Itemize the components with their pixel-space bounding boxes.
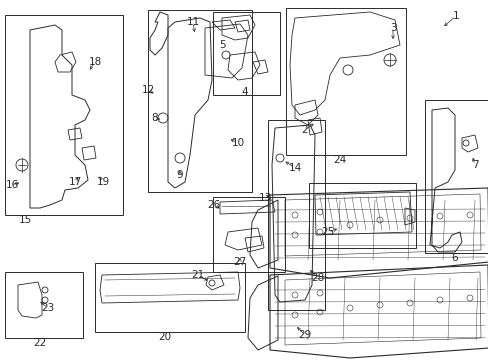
Text: 29: 29 — [298, 330, 311, 340]
Text: 15: 15 — [19, 215, 32, 225]
Text: 21: 21 — [191, 270, 204, 280]
Bar — [95, 263, 244, 332]
Text: 3: 3 — [389, 23, 395, 33]
Text: 4: 4 — [241, 87, 248, 97]
Text: 7: 7 — [471, 160, 477, 170]
Bar — [308, 183, 415, 248]
Text: 9: 9 — [176, 170, 183, 180]
Bar — [267, 120, 325, 310]
Bar — [5, 15, 123, 215]
Text: 24: 24 — [333, 155, 346, 165]
Text: 13: 13 — [258, 193, 271, 203]
Bar — [5, 272, 83, 338]
Text: 22: 22 — [33, 338, 46, 348]
Text: 1: 1 — [452, 11, 458, 21]
Text: 17: 17 — [68, 177, 81, 187]
Text: 28: 28 — [311, 273, 324, 283]
Text: 2: 2 — [301, 125, 307, 135]
Text: 16: 16 — [5, 180, 19, 190]
Text: 26: 26 — [207, 200, 220, 210]
Text: 20: 20 — [158, 332, 171, 342]
Text: 6: 6 — [451, 253, 457, 263]
Text: 12: 12 — [141, 85, 154, 95]
Bar — [285, 8, 405, 155]
Bar — [148, 10, 251, 192]
Text: 18: 18 — [88, 57, 102, 67]
Text: 8: 8 — [151, 113, 158, 123]
Bar — [424, 100, 488, 253]
Text: 23: 23 — [41, 303, 55, 313]
Text: 5: 5 — [218, 40, 225, 50]
Text: 27: 27 — [233, 257, 246, 267]
Text: 10: 10 — [231, 138, 244, 148]
Text: 19: 19 — [96, 177, 109, 187]
Text: 25: 25 — [321, 227, 334, 237]
Text: 14: 14 — [288, 163, 301, 173]
Bar — [213, 197, 285, 272]
Bar — [213, 12, 280, 95]
Text: 11: 11 — [186, 17, 199, 27]
